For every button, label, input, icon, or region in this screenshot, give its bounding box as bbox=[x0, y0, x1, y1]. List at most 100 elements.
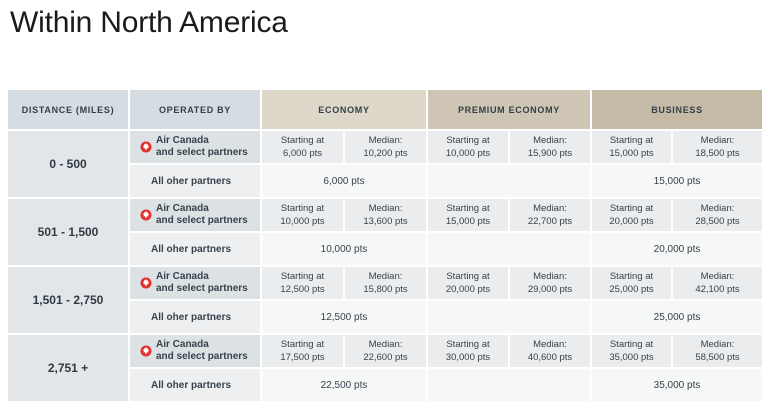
all-other-economy-cell: 12,500 pts bbox=[262, 301, 426, 333]
award-chart-table: DISTANCE (MILES) OPERATED BY ECONOMY PRE… bbox=[8, 90, 762, 401]
median-value: 58,500 pts bbox=[695, 352, 740, 363]
business-median-cell: Median: 28,500 pts bbox=[673, 199, 762, 231]
air-canada-logo-icon bbox=[140, 141, 152, 153]
operator-air-canada-line1: Air Canada bbox=[156, 134, 209, 146]
all-other-premium-economy-cell bbox=[428, 165, 590, 197]
economy-median-cell: Median: 13,600 pts bbox=[345, 199, 426, 231]
operator-air-canada-line2: and select partners bbox=[156, 215, 248, 226]
business-starting-cell: Starting at 15,000 pts bbox=[592, 131, 671, 163]
median-label: Median: bbox=[700, 202, 735, 214]
starting-value: 10,000 pts bbox=[445, 148, 491, 159]
median-value: 42,100 pts bbox=[695, 284, 740, 295]
starting-label: Starting at bbox=[280, 270, 325, 282]
median-value: 15,900 pts bbox=[527, 148, 573, 159]
median-label: Median: bbox=[368, 202, 403, 214]
premium-economy-starting-cell: Starting at 20,000 pts bbox=[428, 267, 508, 299]
distance-cell: 501 - 1,500 bbox=[8, 199, 128, 265]
starting-label: Starting at bbox=[280, 202, 325, 214]
economy-median-cell: Median: 10,200 pts bbox=[345, 131, 426, 163]
air-canada-logo-icon bbox=[140, 277, 152, 289]
operator-air-canada: Air Canada and select partners bbox=[130, 335, 260, 367]
median-value: 28,500 pts bbox=[695, 216, 740, 227]
all-other-economy-cell: 22,500 pts bbox=[262, 369, 426, 401]
operator-air-canada-label: Air Canada and select partners bbox=[156, 203, 248, 228]
header-premium-economy: PREMIUM ECONOMY bbox=[428, 90, 590, 129]
premium-economy-median-cell: Median: 29,000 pts bbox=[510, 267, 590, 299]
starting-value: 20,000 pts bbox=[445, 284, 491, 295]
operator-air-canada-label: Air Canada and select partners bbox=[156, 339, 248, 364]
all-other-business-cell: 20,000 pts bbox=[592, 233, 762, 265]
all-other-business-cell: 25,000 pts bbox=[592, 301, 762, 333]
header-operated-by: OPERATED BY bbox=[130, 90, 260, 129]
operator-air-canada-line1: Air Canada bbox=[156, 270, 209, 282]
operator-air-canada-line2: and select partners bbox=[156, 147, 248, 158]
starting-value: 6,000 pts bbox=[282, 148, 323, 159]
median-value: 10,200 pts bbox=[363, 148, 408, 159]
median-label: Median: bbox=[700, 134, 735, 146]
median-label: Median: bbox=[533, 202, 567, 214]
median-value: 40,600 pts bbox=[527, 352, 573, 363]
distance-cell: 2,751 + bbox=[8, 335, 128, 401]
all-other-premium-economy-cell bbox=[428, 233, 590, 265]
premium-economy-starting-cell: Starting at 10,000 pts bbox=[428, 131, 508, 163]
distance-cell: 0 - 500 bbox=[8, 131, 128, 197]
air-canada-logo-icon bbox=[140, 209, 152, 221]
operator-all-other: All oher partners bbox=[130, 165, 260, 197]
median-label: Median: bbox=[368, 270, 403, 282]
all-other-business-cell: 15,000 pts bbox=[592, 165, 762, 197]
business-starting-cell: Starting at 25,000 pts bbox=[592, 267, 671, 299]
starting-label: Starting at bbox=[280, 338, 325, 350]
operator-air-canada-label: Air Canada and select partners bbox=[156, 271, 248, 296]
median-value: 29,000 pts bbox=[527, 284, 573, 295]
operator-air-canada: Air Canada and select partners bbox=[130, 131, 260, 163]
all-other-premium-economy-cell bbox=[428, 301, 590, 333]
business-median-cell: Median: 42,100 pts bbox=[673, 267, 762, 299]
starting-label: Starting at bbox=[446, 202, 490, 214]
all-other-business-cell: 35,000 pts bbox=[592, 369, 762, 401]
starting-value: 10,000 pts bbox=[280, 216, 325, 227]
operator-all-other: All oher partners bbox=[130, 301, 260, 333]
starting-value: 35,000 pts bbox=[609, 352, 654, 363]
premium-economy-median-cell: Median: 15,900 pts bbox=[510, 131, 590, 163]
air-canada-logo-icon bbox=[140, 345, 152, 357]
economy-starting-cell: Starting at 17,500 pts bbox=[262, 335, 343, 367]
premium-economy-median-cell: Median: 22,700 pts bbox=[510, 199, 590, 231]
median-label: Median: bbox=[533, 134, 567, 146]
starting-label: Starting at bbox=[280, 134, 325, 146]
median-label: Median: bbox=[533, 338, 567, 350]
business-starting-cell: Starting at 35,000 pts bbox=[592, 335, 671, 367]
median-value: 22,600 pts bbox=[363, 352, 408, 363]
starting-label: Starting at bbox=[609, 270, 654, 282]
median-value: 22,700 pts bbox=[527, 216, 573, 227]
starting-label: Starting at bbox=[609, 202, 654, 214]
business-starting-cell: Starting at 20,000 pts bbox=[592, 199, 671, 231]
starting-value: 12,500 pts bbox=[280, 284, 325, 295]
operator-all-other: All oher partners bbox=[130, 369, 260, 401]
all-other-economy-cell: 10,000 pts bbox=[262, 233, 426, 265]
economy-median-cell: Median: 22,600 pts bbox=[345, 335, 426, 367]
median-label: Median: bbox=[368, 134, 403, 146]
premium-economy-median-cell: Median: 40,600 pts bbox=[510, 335, 590, 367]
header-business: BUSINESS bbox=[592, 90, 762, 129]
economy-starting-cell: Starting at 12,500 pts bbox=[262, 267, 343, 299]
business-median-cell: Median: 58,500 pts bbox=[673, 335, 762, 367]
median-label: Median: bbox=[533, 270, 567, 282]
starting-label: Starting at bbox=[446, 134, 490, 146]
operator-air-canada-line2: and select partners bbox=[156, 351, 248, 362]
operator-air-canada-line1: Air Canada bbox=[156, 338, 209, 350]
starting-value: 25,000 pts bbox=[609, 284, 654, 295]
starting-value: 30,000 pts bbox=[445, 352, 491, 363]
starting-value: 15,000 pts bbox=[445, 216, 491, 227]
starting-value: 15,000 pts bbox=[609, 148, 654, 159]
starting-label: Starting at bbox=[446, 270, 490, 282]
starting-value: 20,000 pts bbox=[609, 216, 654, 227]
operator-air-canada: Air Canada and select partners bbox=[130, 267, 260, 299]
business-median-cell: Median: 18,500 pts bbox=[673, 131, 762, 163]
operator-air-canada-line2: and select partners bbox=[156, 283, 248, 294]
operator-all-other: All oher partners bbox=[130, 233, 260, 265]
economy-starting-cell: Starting at 6,000 pts bbox=[262, 131, 343, 163]
header-economy: ECONOMY bbox=[262, 90, 426, 129]
median-label: Median: bbox=[700, 338, 735, 350]
median-label: Median: bbox=[700, 270, 735, 282]
